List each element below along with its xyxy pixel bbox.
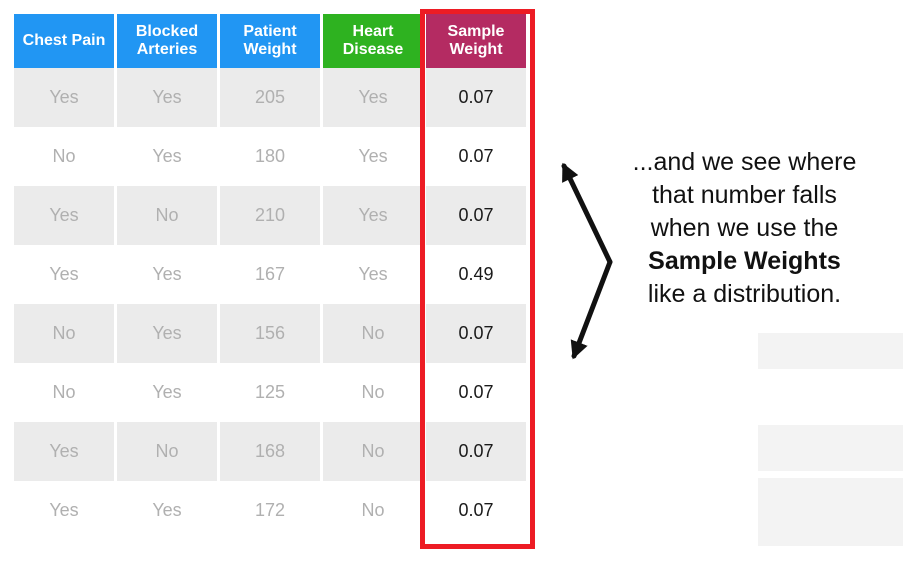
table-cell: No (117, 422, 217, 481)
table-cell: Yes (14, 186, 114, 245)
table-cell: Yes (323, 245, 423, 304)
table-cell: No (323, 363, 423, 422)
sample-weight-cell: 0.07 (426, 422, 526, 481)
table-cell: 205 (220, 68, 320, 127)
table-row: Yes No 168 No 0.07 (14, 422, 526, 481)
sample-weight-cell: 0.07 (426, 481, 526, 540)
sample-weight-cell: 0.49 (426, 245, 526, 304)
table-cell: No (14, 304, 114, 363)
table-cell: No (323, 422, 423, 481)
table-cell: 125 (220, 363, 320, 422)
table-cell: 156 (220, 304, 320, 363)
column-header-blocked-arteries: Blocked Arteries (117, 14, 217, 68)
table-row: Yes Yes 167 Yes 0.49 (14, 245, 526, 304)
table-cell: Yes (117, 245, 217, 304)
annotation-line-bold: Sample Weights (648, 247, 841, 275)
table-cell: Yes (14, 68, 114, 127)
table-cell: Yes (323, 127, 423, 186)
sample-weight-cell: 0.07 (426, 127, 526, 186)
sample-weight-cell: 0.07 (426, 363, 526, 422)
table-row: No Yes 180 Yes 0.07 (14, 127, 526, 186)
table-cell: 180 (220, 127, 320, 186)
table-cell: 210 (220, 186, 320, 245)
faded-background-artifact (758, 478, 903, 546)
column-header-heart-disease: Heart Disease (323, 14, 423, 68)
sample-weight-cell: 0.07 (426, 68, 526, 127)
annotation-line: ...and we see where (632, 148, 857, 176)
table-cell: Yes (14, 481, 114, 540)
table-cell: Yes (14, 245, 114, 304)
table-cell: No (14, 363, 114, 422)
table-cell: No (14, 127, 114, 186)
sample-weights-table: Chest Pain Blocked Arteries Patient Weig… (11, 14, 529, 540)
faded-background-artifact (758, 425, 903, 471)
table-cell: Yes (117, 363, 217, 422)
table-cell: Yes (323, 186, 423, 245)
header-row: Chest Pain Blocked Arteries Patient Weig… (14, 14, 526, 68)
annotation-line: when we use the (650, 214, 839, 242)
column-header-chest-pain: Chest Pain (14, 14, 114, 68)
table-cell: Yes (117, 127, 217, 186)
table-cell: Yes (117, 68, 217, 127)
annotation-line: that number falls (652, 181, 837, 209)
faded-background-artifact (758, 333, 903, 369)
table-row: Yes Yes 172 No 0.07 (14, 481, 526, 540)
table-cell: 172 (220, 481, 320, 540)
table-row: Yes No 210 Yes 0.07 (14, 186, 526, 245)
annotation-line: like a distribution. (647, 280, 842, 308)
column-header-patient-weight: Patient Weight (220, 14, 320, 68)
table-cell: No (323, 304, 423, 363)
table-cell: Yes (117, 481, 217, 540)
column-header-sample-weight: Sample Weight (426, 14, 526, 68)
table-cell: Yes (14, 422, 114, 481)
table-cell: No (117, 186, 217, 245)
annotation-text: ...and we see where that number falls wh… (592, 146, 897, 311)
table-row: No Yes 156 No 0.07 (14, 304, 526, 363)
table-cell: Yes (117, 304, 217, 363)
table-cell: 168 (220, 422, 320, 481)
table-cell: No (323, 481, 423, 540)
table-cell: 167 (220, 245, 320, 304)
table-row: Yes Yes 205 Yes 0.07 (14, 68, 526, 127)
sample-weight-cell: 0.07 (426, 304, 526, 363)
table-cell: Yes (323, 68, 423, 127)
table-row: No Yes 125 No 0.07 (14, 363, 526, 422)
sample-weight-cell: 0.07 (426, 186, 526, 245)
distribution-range-arrow (561, 162, 613, 360)
